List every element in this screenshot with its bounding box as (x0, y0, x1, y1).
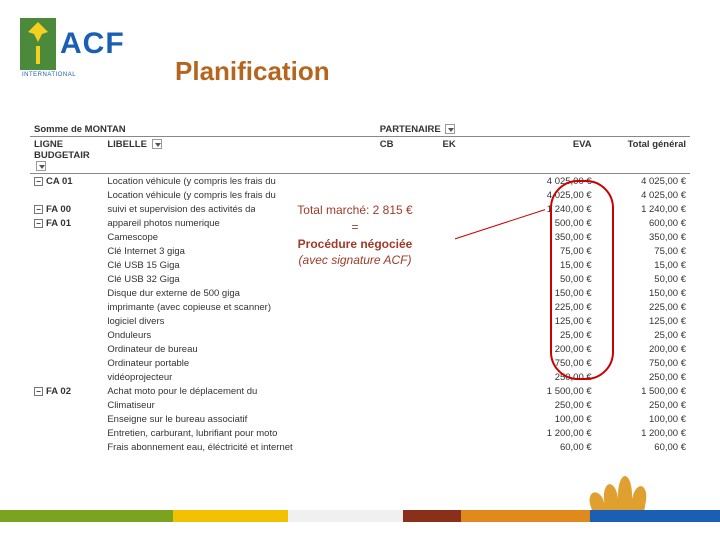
expander-icon[interactable]: − (34, 177, 43, 186)
col-budget: LIGNE BUDGETAIR (34, 139, 90, 161)
expander-icon[interactable]: − (34, 219, 43, 228)
logo-brand: ACF (60, 27, 125, 61)
table-row: −FA 02Achat moto pour le déplacement du1… (30, 384, 690, 398)
footer-swatch (590, 510, 720, 522)
page-number: 3 (699, 524, 706, 538)
footer-swatch (288, 510, 403, 522)
col-eva: EVA (501, 137, 595, 174)
callout-line4: (avec signature ACF) (257, 252, 453, 269)
col-ek: EK (439, 137, 502, 174)
footer-swatch (173, 510, 288, 522)
table-row: Enseigne sur le bureau associatif100,00 … (30, 412, 690, 426)
callout-line3: Procédure négociée (257, 236, 453, 253)
page-title: Planification (175, 56, 330, 87)
table-row: imprimante (avec copieuse et scanner)225… (30, 300, 690, 314)
callout-box: Total marché: 2 815 € = Procédure négoci… (255, 198, 455, 273)
col-total: Total général (596, 137, 690, 174)
table-row: Ordinateur portable750,00 €750,00 € (30, 356, 690, 370)
footer-swatch (461, 510, 591, 522)
dropdown-icon[interactable] (36, 161, 46, 171)
dropdown-icon[interactable] (152, 139, 162, 149)
table-row: logiciel divers125,00 €125,00 € (30, 314, 690, 328)
plant-deco (590, 474, 650, 514)
partner-label: PARTENAIRE (380, 124, 441, 135)
footer-color-bar (0, 510, 720, 522)
table-row: Disque dur externe de 500 giga150,00 €15… (30, 286, 690, 300)
logo: ACF (20, 18, 125, 70)
col-libelle: LIBELLE (107, 139, 147, 150)
footer-swatch (0, 510, 173, 522)
table-row: Climatiseur250,00 €250,00 € (30, 398, 690, 412)
table-row: vidéoprojecteur250,00 €250,00 € (30, 370, 690, 384)
logo-icon (20, 18, 56, 70)
callout-line2: = (257, 219, 453, 236)
col-cb: CB (376, 137, 439, 174)
logo-subtitle: INTERNATIONAL (22, 72, 76, 78)
dropdown-icon[interactable] (445, 124, 455, 134)
footer-swatch (403, 510, 461, 522)
table-row: Onduleurs25,00 €25,00 € (30, 328, 690, 342)
pivot-table: Somme de MONTAN PARTENAIRE LIGNE BUDGETA… (30, 122, 690, 454)
callout-line1: Total marché: 2 815 € (257, 202, 453, 219)
expander-icon[interactable]: − (34, 205, 43, 214)
table-row: Entretien, carburant, lubrifiant pour mo… (30, 426, 690, 440)
table-row: Frais abonnement eau, éléctricité et int… (30, 440, 690, 454)
sum-label: Somme de MONTAN (30, 122, 376, 137)
table-row: Ordinateur de bureau200,00 €200,00 € (30, 342, 690, 356)
expander-icon[interactable]: − (34, 387, 43, 396)
table-row: −CA 01Location véhicule (y compris les f… (30, 174, 690, 189)
table-row: Clé USB 32 Giga50,00 €50,00 € (30, 272, 690, 286)
